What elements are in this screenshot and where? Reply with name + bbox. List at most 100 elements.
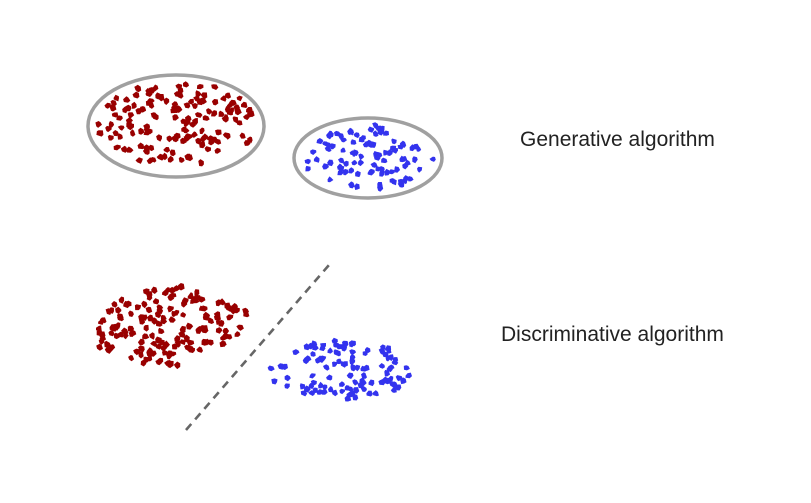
red-data-point: [130, 129, 136, 137]
red-data-point: [243, 310, 250, 318]
red-data-point: [224, 92, 232, 99]
red-data-point: [115, 306, 122, 314]
red-data-point: [145, 88, 152, 95]
blue-data-point: [305, 165, 311, 172]
red-data-point: [138, 351, 144, 359]
red-data-point: [113, 94, 119, 102]
blue-data-point: [352, 393, 359, 401]
blue-data-point: [387, 354, 394, 362]
discriminative-red-cluster: [96, 283, 250, 370]
blue-data-point: [323, 364, 330, 371]
blue-data-point: [321, 388, 328, 395]
red-data-point: [96, 130, 104, 137]
red-data-point: [196, 326, 203, 333]
red-data-point: [132, 91, 140, 99]
red-data-point: [156, 153, 164, 161]
red-data-point: [191, 103, 198, 109]
blue-data-point: [372, 122, 379, 129]
blue-data-point: [359, 377, 365, 383]
blue-data-point: [350, 363, 357, 370]
blue-data-point: [377, 182, 383, 189]
blue-data-point: [353, 132, 360, 139]
blue-data-point: [379, 170, 385, 177]
red-data-point: [116, 115, 123, 121]
blue-data-point: [299, 383, 306, 390]
blue-data-point: [400, 377, 407, 385]
red-data-point: [128, 310, 134, 317]
red-data-point: [202, 325, 208, 331]
red-data-point: [160, 314, 167, 322]
red-data-point: [195, 90, 202, 97]
blue-data-point: [370, 162, 378, 168]
red-data-point: [208, 138, 214, 146]
blue-data-point: [351, 151, 357, 157]
red-data-point: [148, 87, 155, 94]
red-data-point: [142, 333, 150, 340]
discriminative-algorithm-label: Discriminative algorithm: [501, 323, 724, 346]
red-data-point: [233, 307, 240, 314]
red-data-point: [155, 343, 162, 350]
red-data-point: [175, 83, 183, 90]
red-data-point: [198, 296, 206, 303]
blue-data-point: [284, 383, 290, 389]
red-data-point: [143, 144, 151, 152]
blue-data-point: [389, 169, 395, 175]
red-data-point: [150, 350, 157, 357]
blue-data-point: [386, 149, 394, 156]
generative-red-boundary-ellipse: [86, 73, 266, 179]
red-data-point: [200, 92, 208, 100]
red-data-point: [180, 137, 187, 144]
red-data-point: [171, 135, 178, 142]
red-data-point: [181, 126, 187, 133]
red-data-point: [108, 121, 115, 128]
red-data-point: [121, 327, 129, 335]
blue-data-point: [340, 147, 346, 153]
red-data-point: [239, 132, 246, 139]
blue-data-point: [314, 357, 321, 364]
red-data-point: [183, 334, 190, 343]
red-data-point: [177, 92, 184, 99]
blue-data-point: [389, 381, 396, 388]
red-data-point: [109, 324, 117, 332]
red-data-point: [234, 331, 241, 337]
red-data-point: [243, 140, 251, 146]
red-data-point: [161, 289, 169, 297]
red-data-point: [206, 108, 213, 115]
red-data-point: [98, 319, 104, 325]
blue-data-point: [391, 138, 397, 145]
red-data-point: [226, 102, 233, 109]
red-data-point: [236, 120, 243, 126]
red-data-point: [222, 114, 229, 121]
blue-data-point: [367, 169, 374, 176]
blue-data-point: [348, 181, 355, 189]
red-data-point: [167, 305, 174, 313]
red-data-point: [211, 110, 218, 117]
blue-data-point: [405, 372, 412, 379]
red-data-point: [178, 283, 185, 291]
red-data-point: [137, 142, 145, 150]
blue-data-point: [346, 372, 354, 379]
red-data-point: [203, 311, 211, 319]
red-data-point: [186, 154, 193, 162]
blue-data-point: [352, 379, 359, 386]
red-data-point: [125, 300, 132, 307]
red-data-point: [139, 106, 146, 113]
red-data-point: [150, 112, 158, 119]
red-data-point: [107, 134, 114, 141]
blue-data-point: [327, 130, 334, 137]
red-data-point: [178, 156, 185, 163]
blue-data-point: [367, 142, 375, 148]
blue-data-point: [391, 179, 397, 186]
red-data-point: [198, 97, 204, 105]
red-data-point: [171, 101, 179, 109]
red-data-point: [190, 298, 196, 304]
red-data-point: [219, 340, 227, 348]
blue-data-point: [358, 153, 365, 161]
red-data-point: [133, 348, 141, 356]
blue-data-point: [319, 344, 326, 352]
red-data-point: [186, 339, 195, 346]
blue-data-point: [375, 166, 381, 172]
red-data-point: [234, 107, 241, 115]
red-data-point: [191, 131, 198, 138]
red-data-point: [149, 332, 155, 340]
